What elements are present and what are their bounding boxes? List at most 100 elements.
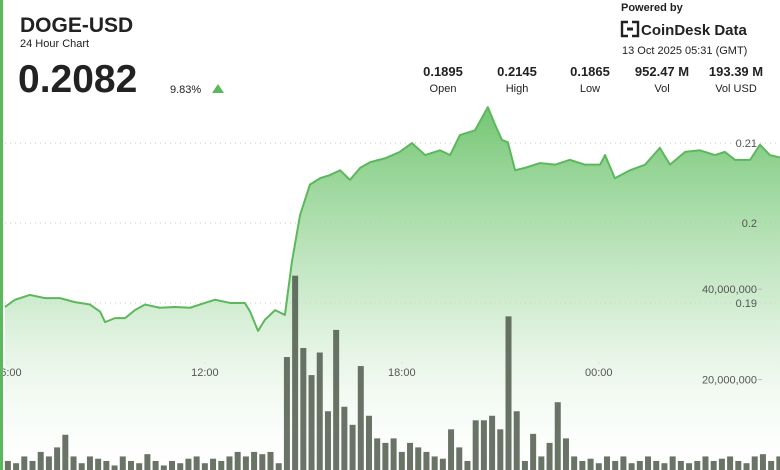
stat-value: 0.1895 bbox=[423, 64, 463, 79]
volume-bar bbox=[119, 456, 126, 470]
volume-bar bbox=[341, 406, 348, 470]
stat-label: Low bbox=[580, 83, 600, 95]
volume-bar bbox=[300, 347, 307, 470]
volume-bar bbox=[251, 451, 258, 470]
volume-bar bbox=[70, 456, 77, 470]
volume-bar bbox=[603, 456, 610, 470]
volume-bar bbox=[669, 456, 676, 470]
left-border bbox=[0, 0, 3, 470]
volume-bar bbox=[497, 429, 504, 470]
volume-bar bbox=[521, 460, 528, 470]
volume-bar bbox=[169, 460, 176, 470]
volume-bar bbox=[628, 463, 635, 470]
volume-bar bbox=[259, 454, 266, 470]
volume-bar bbox=[152, 460, 159, 470]
volume-bar bbox=[267, 451, 274, 470]
volume-bar bbox=[464, 460, 471, 470]
volume-bar bbox=[415, 447, 422, 470]
volume-bar bbox=[144, 454, 151, 470]
x-tick-label: 18:00 bbox=[388, 367, 416, 379]
volume-bar bbox=[390, 438, 397, 470]
volume-bar bbox=[743, 463, 750, 470]
volume-bar bbox=[333, 329, 340, 470]
volume-bar bbox=[456, 447, 463, 470]
price-line bbox=[4, 106, 780, 332]
stat-value: 952.47 M bbox=[635, 64, 689, 79]
volume-bar bbox=[357, 366, 364, 470]
volume-bar bbox=[127, 460, 134, 470]
volume-bar bbox=[579, 460, 586, 470]
volume-bar bbox=[727, 456, 734, 470]
volume-bar bbox=[538, 456, 545, 470]
volume-bar bbox=[374, 438, 381, 470]
volume-bar bbox=[562, 438, 569, 470]
volume-bar bbox=[54, 447, 61, 470]
volume-bar bbox=[234, 451, 241, 470]
stat-value: 193.39 M bbox=[709, 64, 763, 79]
volume-bar bbox=[653, 460, 660, 470]
volume-bar bbox=[160, 465, 167, 470]
volume-bar bbox=[210, 458, 217, 470]
up-arrow bbox=[212, 84, 224, 93]
volume-bar bbox=[439, 458, 446, 470]
subtitle: 24 Hour Chart bbox=[20, 38, 89, 50]
volume-bar bbox=[407, 442, 414, 470]
volume-bars bbox=[4, 275, 780, 470]
volume-bar bbox=[718, 458, 725, 470]
stat-value: 0.1865 bbox=[570, 64, 610, 79]
brand-logo bbox=[620, 20, 640, 38]
volume-bar bbox=[95, 458, 102, 470]
volume-bar bbox=[111, 465, 118, 470]
x-tick-label: 12:00 bbox=[191, 367, 219, 379]
volume-bar bbox=[292, 275, 299, 470]
ticks: 0.19 0.2 0.21 20,000,000 40,000,000 06:00 12:0… bbox=[0, 138, 762, 387]
volume-bar bbox=[710, 460, 717, 470]
volume-bar bbox=[554, 402, 561, 470]
volume-bar bbox=[226, 456, 233, 470]
volume-bar bbox=[193, 456, 200, 470]
volume-bar bbox=[620, 456, 627, 470]
volume-bar bbox=[62, 434, 69, 470]
x-tick-label: 06:00 bbox=[0, 367, 22, 379]
volume-bar bbox=[242, 456, 249, 470]
change: 9.83% bbox=[170, 84, 201, 96]
volume-bar bbox=[431, 456, 438, 470]
volume-bar bbox=[283, 357, 290, 470]
volume-bar bbox=[587, 458, 594, 470]
area-fill bbox=[4, 107, 780, 470]
volume-bar bbox=[776, 456, 780, 470]
volume-bar bbox=[21, 456, 28, 470]
y-tick-label: 0.19 bbox=[736, 298, 757, 310]
volume-bar bbox=[398, 451, 405, 470]
stat-label: High bbox=[506, 83, 529, 95]
volume-bar bbox=[365, 415, 372, 470]
volume-bar bbox=[595, 463, 602, 470]
volume-bar bbox=[472, 420, 479, 470]
volume-bar bbox=[686, 463, 693, 470]
volume-bar bbox=[530, 433, 537, 470]
volume-bar bbox=[735, 460, 742, 470]
volume-bar bbox=[316, 352, 323, 470]
brand: CoinDesk Data bbox=[641, 22, 748, 39]
volume-bar bbox=[29, 460, 36, 470]
volume-bar bbox=[612, 460, 619, 470]
volume-bar bbox=[275, 463, 282, 470]
volume-bar bbox=[13, 463, 20, 470]
volume-bar bbox=[382, 442, 389, 470]
volume-bar bbox=[480, 420, 487, 470]
volume-bar bbox=[103, 460, 110, 470]
volume-bar bbox=[513, 411, 520, 470]
volume-bar bbox=[185, 458, 192, 470]
volume-bar bbox=[423, 451, 430, 470]
stat-label: Open bbox=[430, 83, 457, 95]
y2-tick-label: 20,000,000 bbox=[702, 375, 757, 387]
volume-bar bbox=[4, 460, 11, 470]
price: 0.2082 bbox=[18, 58, 137, 101]
stat-value: 0.2145 bbox=[497, 64, 537, 79]
x-tick-label: 00:00 bbox=[585, 367, 613, 379]
volume-bar bbox=[448, 429, 455, 470]
y-tick-label: 0.2 bbox=[742, 218, 757, 230]
volume-bar bbox=[571, 456, 578, 470]
